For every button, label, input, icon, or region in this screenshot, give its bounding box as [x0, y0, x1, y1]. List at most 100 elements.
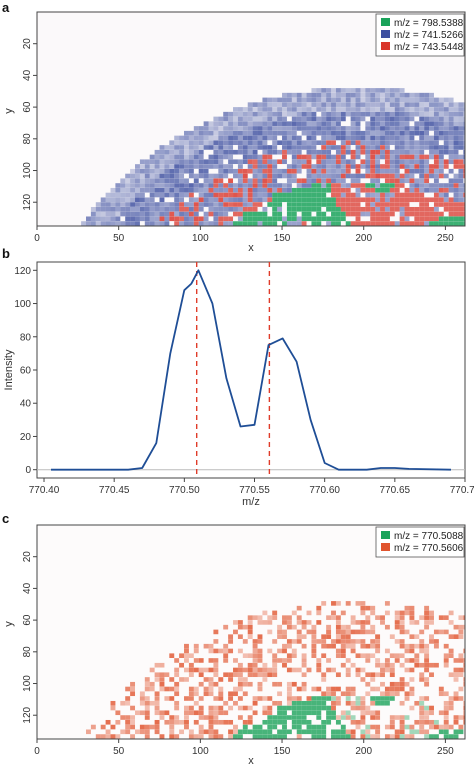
- heatmap-pixel: [360, 183, 366, 188]
- heatmap-pixel: [257, 154, 263, 160]
- heatmap-pixel: [355, 202, 361, 207]
- heatmap-pixel: [448, 183, 454, 188]
- heatmap-pixel: [272, 662, 278, 668]
- heatmap-pixel: [350, 135, 356, 141]
- heatmap-pixel: [139, 164, 145, 169]
- heatmap-pixel: [326, 159, 332, 165]
- heatmap-pixel: [120, 211, 126, 217]
- heatmap-pixel: [277, 116, 283, 122]
- heatmap-pixel: [394, 149, 400, 155]
- heatmap-pixel: [399, 624, 405, 630]
- heatmap-pixel: [389, 211, 395, 217]
- heatmap-pixel: [360, 102, 366, 107]
- heatmap-pixel: [257, 183, 263, 188]
- heatmap-pixel: [448, 221, 454, 226]
- heatmap-pixel: [370, 149, 376, 155]
- heatmap-pixel: [252, 107, 258, 112]
- heatmap-pixel: [375, 729, 381, 735]
- heatmap-pixel: [213, 154, 219, 160]
- heatmap-pixel: [399, 211, 405, 217]
- heatmap-pixel: [208, 705, 214, 711]
- heatmap-pixel: [375, 178, 381, 184]
- heatmap-pixel: [311, 130, 317, 136]
- heatmap-pixel: [233, 724, 238, 730]
- heatmap-pixel: [174, 192, 180, 198]
- heatmap-pixel: [316, 729, 322, 735]
- heatmap-pixel: [394, 653, 400, 658]
- heatmap-pixel: [252, 206, 258, 212]
- heatmap-pixel: [336, 739, 341, 744]
- heatmap-pixel: [360, 135, 366, 141]
- heatmap-pixel: [321, 700, 327, 706]
- heatmap-pixel: [262, 159, 268, 165]
- heatmap-pixel: [218, 121, 224, 126]
- heatmap-pixel: [321, 696, 327, 701]
- heatmap-pixel: [424, 662, 430, 668]
- heatmap-pixel: [193, 183, 199, 188]
- heatmap-pixel: [130, 681, 136, 687]
- heatmap-pixel: [380, 667, 385, 673]
- heatmap-pixel: [331, 145, 336, 150]
- heatmap-pixel: [247, 111, 253, 117]
- y-tick-label: 100: [14, 299, 31, 310]
- heatmap-pixel: [252, 724, 258, 730]
- heatmap-pixel: [340, 653, 346, 658]
- heatmap-pixel: [414, 164, 420, 169]
- heatmap-pixel: [316, 705, 322, 711]
- heatmap-pixel: [184, 183, 189, 188]
- heatmap-pixel: [130, 173, 136, 179]
- heatmap-pixel: [414, 149, 420, 155]
- x-tick-label: 200: [355, 746, 372, 757]
- heatmap-pixel: [95, 216, 101, 222]
- heatmap-pixel: [110, 206, 116, 212]
- heatmap-pixel: [301, 686, 307, 692]
- heatmap-pixel: [125, 187, 131, 193]
- heatmap-pixel: [277, 197, 283, 203]
- heatmap-pixel: [404, 667, 410, 673]
- heatmap-pixel: [296, 192, 302, 198]
- heatmap-pixel: [154, 154, 160, 160]
- heatmap-pixel: [335, 197, 341, 203]
- heatmap-pixel: [184, 705, 189, 711]
- heatmap-pixel: [463, 145, 465, 150]
- heatmap-pixel: [458, 187, 464, 193]
- heatmap-pixel: [331, 121, 336, 126]
- heatmap-pixel: [458, 667, 464, 673]
- heatmap-pixel: [242, 107, 248, 112]
- heatmap-pixel: [443, 135, 449, 141]
- heatmap-pixel: [154, 700, 160, 706]
- heatmap-pixel: [169, 719, 175, 725]
- heatmap-pixel: [242, 221, 248, 226]
- heatmap-pixel: [375, 102, 381, 107]
- heatmap-pixel: [335, 173, 341, 179]
- heatmap-pixel: [399, 202, 405, 207]
- heatmap-pixel: [370, 610, 376, 616]
- heatmap-pixel: [345, 183, 351, 188]
- heatmap-pixel: [188, 705, 194, 711]
- heatmap-pixel: [321, 168, 327, 174]
- heatmap-pixel: [340, 639, 346, 644]
- heatmap-pixel: [458, 168, 464, 174]
- heatmap-pixel: [154, 221, 160, 226]
- heatmap-pixel: [291, 667, 297, 673]
- heatmap-pixel: [404, 187, 410, 193]
- heatmap-pixel: [316, 620, 322, 625]
- heatmap-pixel: [345, 97, 351, 103]
- heatmap-pixel: [345, 696, 351, 701]
- heatmap-pixel: [414, 159, 420, 165]
- heatmap-pixel: [130, 719, 136, 725]
- heatmap-pixel: [297, 739, 302, 744]
- heatmap-pixel: [399, 643, 405, 649]
- heatmap-pixel: [350, 192, 356, 198]
- heatmap-pixel: [242, 681, 248, 687]
- heatmap-pixel: [433, 121, 439, 126]
- heatmap-pixel: [247, 672, 253, 678]
- heatmap-pixel: [164, 192, 170, 198]
- heatmap-pixel: [448, 116, 454, 122]
- heatmap-pixel: [208, 154, 214, 160]
- heatmap-pixel: [277, 183, 283, 188]
- heatmap-pixel: [91, 739, 96, 744]
- heatmap-pixel: [125, 729, 131, 735]
- heatmap-pixel: [326, 178, 332, 184]
- y-tick-label: 60: [22, 101, 33, 113]
